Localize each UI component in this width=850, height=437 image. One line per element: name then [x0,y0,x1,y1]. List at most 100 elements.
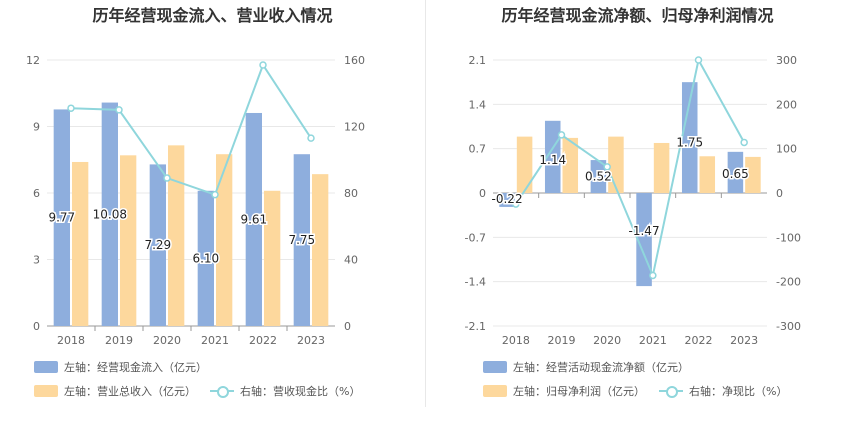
chart-panel-cash-inflow: 历年经营现金流入、营业收入情况 0 3 6 9 12 0 40 80 120 160 2018 201… [26,6,365,399]
line-point [603,163,611,171]
right-axis-tick-label: 40 [344,254,358,267]
left-axis-tick-label: 12 [26,54,40,67]
legend-label: 左轴：归母净利润（亿元） [513,385,645,398]
left-axis-tick-label: 3 [33,254,40,267]
bar-series-1 [293,154,310,326]
legend-item-bar2[interactable]: 左轴：营业总收入（亿元） [34,383,196,399]
bar-data-label: 1.14 [539,153,566,167]
bar-data-label: 10.08 [93,207,127,221]
right-axis-tick-label: 160 [344,54,365,67]
bar-data-label: 9.61 [240,212,267,226]
line-point [67,104,75,112]
x-axis-tick-label: 2018 [57,334,85,347]
left-axis-tick-label: 0 [33,320,40,333]
left-axis-tick-label: 6 [33,187,40,200]
legend-swatch-bar2 [483,385,507,397]
line-point [694,56,703,64]
x-axis-tick-label: 2023 [730,334,758,347]
x-axis-tick-label: 2023 [297,334,325,347]
line-point [649,271,657,280]
legend-item-bar1[interactable]: 左轴：经营活动现金流净额（亿元） [483,359,689,375]
legend-label: 左轴：经营活动现金流净额（亿元） [513,361,689,374]
bar-series-2 [699,156,716,193]
legend-item-line[interactable]: 右轴：净现比（%） [659,383,787,399]
bar-series-2 [120,155,137,326]
right-axis-tick-label: 100 [776,143,797,156]
legend-label: 左轴：经营现金流入（亿元） [64,361,207,374]
bar-series-2 [312,174,329,326]
bar-data-label: 0.52 [585,170,612,184]
bar-series-1 [101,102,118,326]
x-axis-tick-label: 2019 [548,334,576,347]
x-axis-tick-label: 2018 [502,334,530,347]
legend-swatch-bar1 [34,361,58,373]
bar-data-label: -0.22 [492,192,523,206]
bar-series-2 [72,161,89,326]
line-series [514,57,746,279]
line-point [259,61,267,69]
bar-series-1 [245,112,262,326]
bar-series-2 [608,136,624,193]
line-point [307,134,315,142]
right-axis-tick-label: 200 [776,98,797,111]
bar-series-2 [516,136,533,193]
left-axis-tick-label: 2.1 [469,54,487,67]
bar-series-2 [168,145,185,326]
legend-swatch-bar1 [483,361,507,373]
bar-series-2 [562,137,579,193]
left-axis-tick-label: 1.4 [469,98,487,111]
chart-panel-net-cash: 历年经营现金流净额、归母净利润情况 -2.1 -1.4 -0.7 0 0.7 1.4 2.1… [425,0,850,437]
line-point [115,106,123,114]
legend-swatch-line [659,385,683,398]
bar-series-1 [681,82,698,193]
x-axis-tick-label: 2021 [639,334,667,347]
bar-data-label: 0.65 [722,167,749,181]
bar-series-1 [590,160,607,193]
bar-series-2 [216,154,233,326]
left-axis-tick-label: 0.7 [469,143,487,156]
bar-series-1 [544,120,561,193]
right-axis-tick-label: 120 [344,121,365,134]
line-point [557,131,566,139]
bar-series-2 [653,142,670,193]
x-axis-tick-label: 2020 [153,334,181,347]
bar-data-label: 6.10 [192,251,219,265]
chart-title: 历年经营现金流入、营业收入情况 [92,6,333,25]
bar-data-label: 9.77 [48,211,75,225]
legend-swatch-line [210,385,234,398]
x-axis-tick-label: 2019 [105,334,133,347]
panel-divider [425,0,426,407]
line-point [211,190,219,199]
legend-item-bar2[interactable]: 左轴：归母净利润（亿元） [483,383,645,399]
bar-data-label: 7.29 [144,238,171,252]
bar-series-2 [264,190,281,326]
legend-label: 右轴：营收现金比（%） [240,385,361,398]
x-axis-tick-label: 2022 [685,334,713,347]
right-axis-tick-label: -300 [776,320,801,333]
line-point [740,138,748,147]
left-axis-tick-label: 9 [33,121,40,134]
legend-item-bar1[interactable]: 左轴：经营现金流入（亿元） [34,359,207,375]
left-axis-tick-label: -0.7 [465,231,486,244]
bar-series-1 [727,151,744,193]
right-axis-tick-label: 80 [344,187,358,200]
x-axis-tick-label: 2022 [249,334,277,347]
right-axis-tick-label: 0 [344,320,351,333]
right-axis-tick-label: 0 [776,187,783,200]
left-axis-tick-label: 0 [479,187,486,200]
bar-series-1 [197,190,214,326]
right-axis-tick-label: -200 [776,276,801,289]
left-axis-tick-label: -2.1 [465,320,486,333]
bar-data-label: -1.47 [629,224,660,238]
line-point [512,200,520,208]
legend-label: 右轴：净现比（%） [689,385,788,398]
legend-item-line[interactable]: 右轴：营收现金比（%） [210,383,360,399]
bar-series-2 [745,156,761,193]
legend-swatch-bar2 [34,385,58,397]
bar-data-label: 7.75 [288,233,315,247]
bar-series-1 [149,164,166,326]
line-series [70,62,312,196]
x-axis-tick-label: 2020 [593,334,621,347]
bar-series-1 [499,193,515,207]
chart-plot-net-cash: -2.1 -1.4 -0.7 0 0.7 1.4 2.1 -300 -200 -100 0 100 20… [465,54,801,347]
